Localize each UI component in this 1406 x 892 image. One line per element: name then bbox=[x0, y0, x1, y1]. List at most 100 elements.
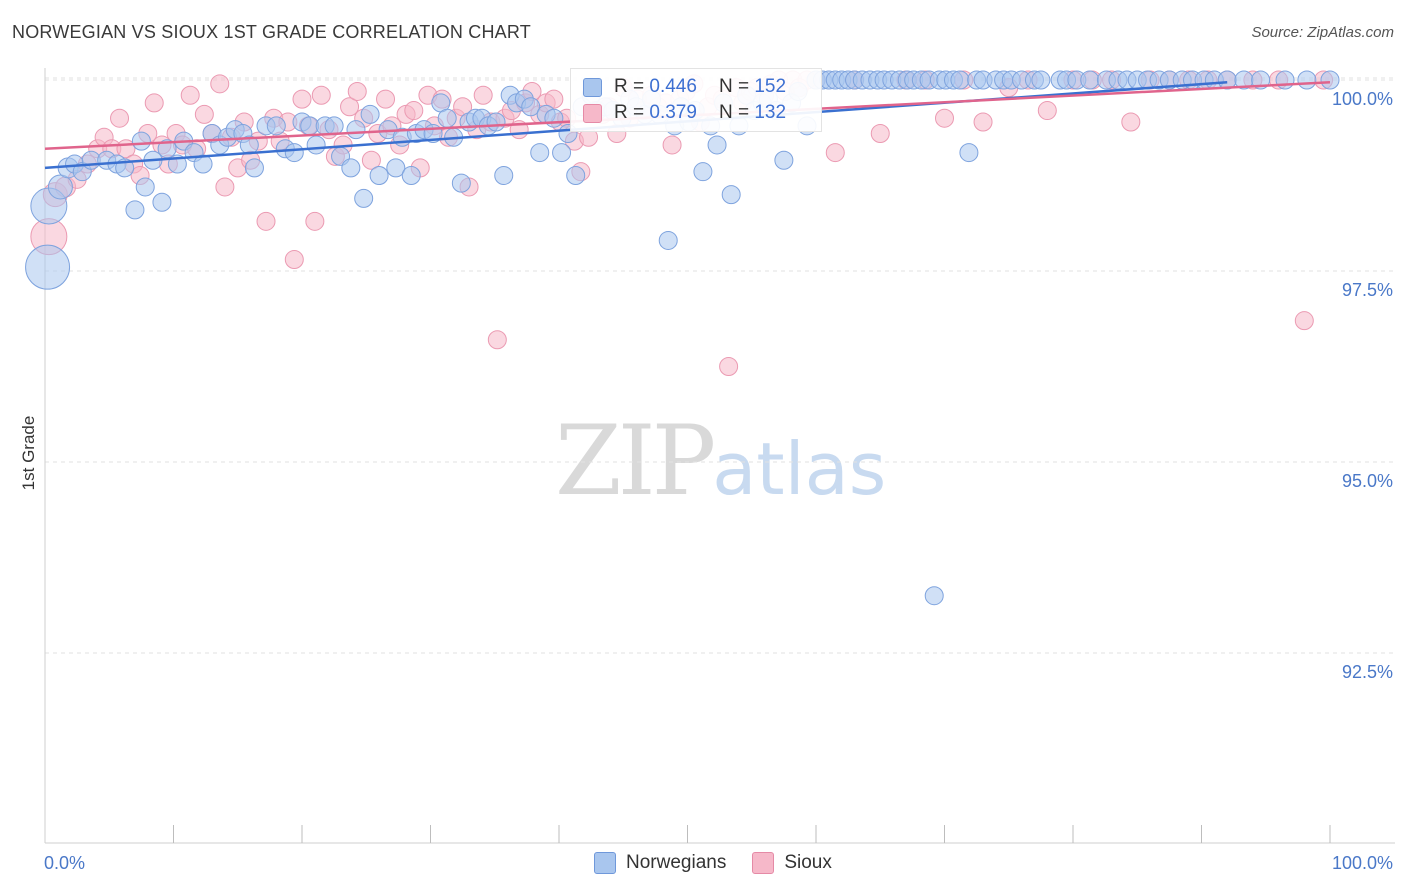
norwegian-point bbox=[193, 154, 213, 174]
sioux-point bbox=[1121, 112, 1141, 132]
norwegian-point bbox=[707, 135, 727, 155]
y-tick-label: 100.0% bbox=[1332, 89, 1393, 109]
norwegian-point bbox=[244, 158, 264, 178]
norwegian-point bbox=[25, 244, 71, 290]
norwegian-point bbox=[451, 173, 471, 193]
legend-n-value: 132 bbox=[754, 102, 787, 123]
sioux-point bbox=[376, 89, 396, 109]
norwegian-point bbox=[1275, 70, 1295, 90]
sioux-point bbox=[935, 108, 954, 128]
norwegian-point bbox=[284, 143, 304, 163]
sioux-point bbox=[194, 104, 214, 124]
sioux-point bbox=[180, 85, 200, 105]
norwegian-point bbox=[950, 70, 970, 90]
norwegian-point bbox=[658, 230, 678, 250]
norwegian-point bbox=[401, 166, 421, 185]
sioux-point bbox=[284, 250, 304, 270]
norwegian-point bbox=[959, 143, 979, 163]
y-tick-label: 92.5% bbox=[1342, 662, 1393, 682]
watermark-zip: ZIP bbox=[555, 405, 716, 517]
chart-title: NORWEGIAN VS SIOUX 1ST GRADE CORRELATION… bbox=[12, 22, 531, 42]
legend-item-norwegians[interactable]: Norwegians bbox=[594, 852, 726, 874]
sioux-point bbox=[825, 143, 845, 163]
watermark-atlas: atlas bbox=[712, 427, 887, 511]
norwegian-point bbox=[1297, 70, 1317, 90]
sioux-point bbox=[973, 112, 993, 132]
legend-row-sioux: R = 0.379 N = 132 bbox=[583, 101, 786, 125]
sioux-point bbox=[305, 211, 325, 231]
norwegian-swatch bbox=[583, 77, 602, 97]
norwegian-point bbox=[341, 158, 361, 178]
sioux-point bbox=[1294, 311, 1314, 331]
sioux-point bbox=[1037, 101, 1057, 121]
norwegian-point bbox=[530, 143, 550, 163]
sioux-point bbox=[870, 123, 890, 143]
norwegian-point bbox=[721, 185, 741, 205]
norwegian-point bbox=[544, 108, 564, 128]
sioux-point bbox=[719, 357, 739, 376]
norwegian-point bbox=[157, 139, 177, 159]
sioux-point bbox=[110, 108, 130, 128]
y-tick-label: 95.0% bbox=[1342, 471, 1393, 491]
norwegian-point bbox=[566, 166, 586, 185]
legend-label-sioux: Sioux bbox=[784, 852, 832, 873]
sioux-point bbox=[473, 85, 493, 105]
legend-r-label: R = bbox=[614, 102, 645, 123]
x-tick-label: 100.0% bbox=[1332, 853, 1393, 873]
norwegian-point bbox=[360, 104, 380, 124]
watermark: ZIPatlas bbox=[555, 405, 886, 517]
norwegian-point bbox=[494, 166, 514, 185]
norwegian-point bbox=[924, 586, 944, 606]
norwegian-point bbox=[125, 200, 145, 220]
legend-r-value: 0.446 bbox=[649, 76, 697, 97]
legend-r-value: 0.379 bbox=[649, 102, 697, 123]
legend-item-sioux[interactable]: Sioux bbox=[752, 852, 832, 874]
norwegian-point bbox=[131, 131, 151, 151]
norwegian-point bbox=[1080, 70, 1100, 90]
sioux-point bbox=[311, 85, 331, 105]
sioux-point bbox=[487, 330, 507, 350]
y-axis-title: 1st Grade bbox=[19, 416, 38, 491]
legend-n-label: N = bbox=[718, 76, 750, 97]
norwegian-point bbox=[135, 177, 155, 197]
norwegian-point bbox=[437, 108, 457, 128]
norwegian-point bbox=[774, 150, 794, 170]
norwegian-point bbox=[354, 188, 374, 208]
norwegian-point bbox=[47, 174, 73, 200]
norwegian-points bbox=[25, 70, 1340, 606]
sioux-point bbox=[340, 97, 360, 117]
norwegian-point bbox=[486, 112, 506, 132]
sioux-point bbox=[404, 101, 424, 121]
sioux-swatch bbox=[583, 103, 602, 123]
norwegian-point bbox=[266, 116, 286, 136]
norwegian-point bbox=[521, 97, 541, 117]
legend-label-norwegians: Norwegians bbox=[626, 852, 727, 873]
norwegian-point bbox=[693, 162, 713, 182]
sioux-point bbox=[662, 135, 682, 155]
legend-row-norwegians: R = 0.446 N = 152 bbox=[583, 75, 786, 99]
sioux-point bbox=[544, 89, 564, 109]
sioux-point bbox=[347, 81, 367, 101]
source-label: Source: ZipAtlas.com bbox=[1251, 24, 1394, 41]
norwegian-swatch bbox=[594, 852, 616, 874]
sioux-point bbox=[292, 89, 312, 109]
legend-r-label: R = bbox=[614, 76, 645, 97]
tick-labels: 92.5% 95.0% 97.5% 100.0% 0.0% 100.0% bbox=[44, 89, 1393, 873]
x-tick-label: 0.0% bbox=[44, 853, 85, 873]
norwegian-point bbox=[324, 116, 344, 136]
sioux-point bbox=[210, 74, 230, 94]
axes bbox=[44, 68, 1395, 844]
norwegian-point bbox=[346, 120, 366, 140]
legend-n-value: 152 bbox=[754, 76, 787, 97]
norwegian-point bbox=[369, 166, 389, 185]
norwegian-point bbox=[306, 135, 326, 155]
legend-n-label: N = bbox=[718, 102, 750, 123]
norwegian-point bbox=[1031, 70, 1051, 90]
sioux-point bbox=[215, 177, 235, 197]
norwegian-point bbox=[1320, 70, 1340, 90]
series-legend: Norwegians Sioux bbox=[594, 852, 858, 874]
norwegian-point bbox=[552, 143, 572, 163]
sioux-point bbox=[144, 93, 164, 113]
y-tick-label: 97.5% bbox=[1342, 280, 1393, 300]
